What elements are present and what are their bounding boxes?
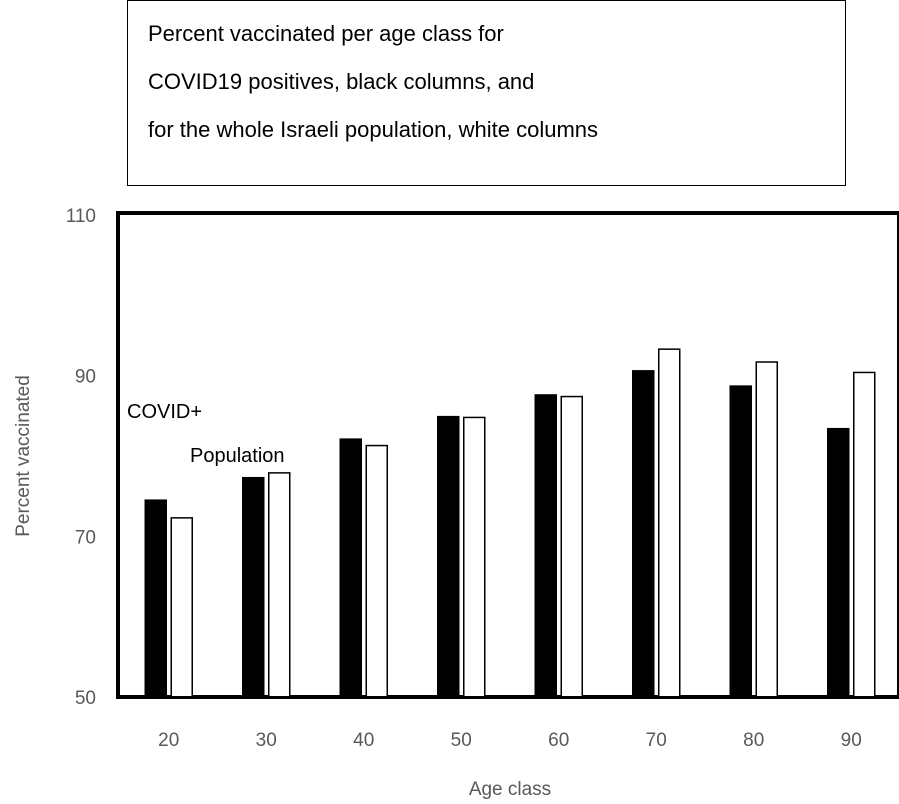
x-tick-label: 50 bbox=[451, 730, 472, 751]
y-axis-ticks: 50 70 90 110 bbox=[66, 206, 96, 709]
x-tick-label: 20 bbox=[158, 730, 179, 751]
bar-covid-positive bbox=[339, 438, 362, 698]
bar-covid-positive bbox=[827, 427, 850, 698]
bar-covid-positive bbox=[437, 415, 460, 698]
y-tick-label: 90 bbox=[75, 367, 96, 388]
x-tick-label: 80 bbox=[743, 730, 764, 751]
x-tick-label: 40 bbox=[353, 730, 374, 751]
bar-population bbox=[755, 361, 778, 698]
chart-title-line: for the whole Israeli population, white … bbox=[148, 117, 599, 142]
x-tick-label: 60 bbox=[548, 730, 569, 751]
chart-title-line: COVID19 positives, black columns, and bbox=[148, 69, 535, 94]
bar-population bbox=[560, 395, 583, 698]
x-tick-label: 30 bbox=[256, 730, 277, 751]
bar-population bbox=[365, 444, 388, 698]
bar-covid-positive bbox=[534, 394, 557, 698]
chart-title-line: Percent vaccinated per age class for bbox=[148, 21, 504, 46]
bar-covid-positive bbox=[144, 499, 167, 698]
y-tick-label: 50 bbox=[75, 688, 96, 709]
annotation-covid: COVID+ bbox=[127, 401, 202, 423]
bars bbox=[118, 348, 899, 698]
y-tick-label: 110 bbox=[66, 206, 96, 227]
chart-title-box: Percent vaccinated per age class for COV… bbox=[127, 0, 846, 186]
x-axis-ticks: 20 30 40 50 60 70 80 90 bbox=[158, 730, 862, 751]
bar-covid-positive bbox=[729, 385, 752, 698]
bar-population bbox=[463, 416, 486, 698]
bar-covid-positive bbox=[632, 370, 655, 698]
x-tick-label: 70 bbox=[646, 730, 667, 751]
bar-covid-positive bbox=[242, 476, 265, 698]
x-axis-title: Age class bbox=[469, 779, 551, 800]
bar-population bbox=[170, 517, 193, 698]
bar-population bbox=[268, 472, 291, 698]
y-tick-label: 70 bbox=[75, 527, 96, 548]
y-axis-title: Percent vaccinated bbox=[13, 375, 34, 537]
bar-population bbox=[658, 348, 681, 698]
annotation-population: Population bbox=[190, 445, 285, 467]
bar-population bbox=[853, 371, 876, 698]
x-tick-label: 90 bbox=[841, 730, 862, 751]
